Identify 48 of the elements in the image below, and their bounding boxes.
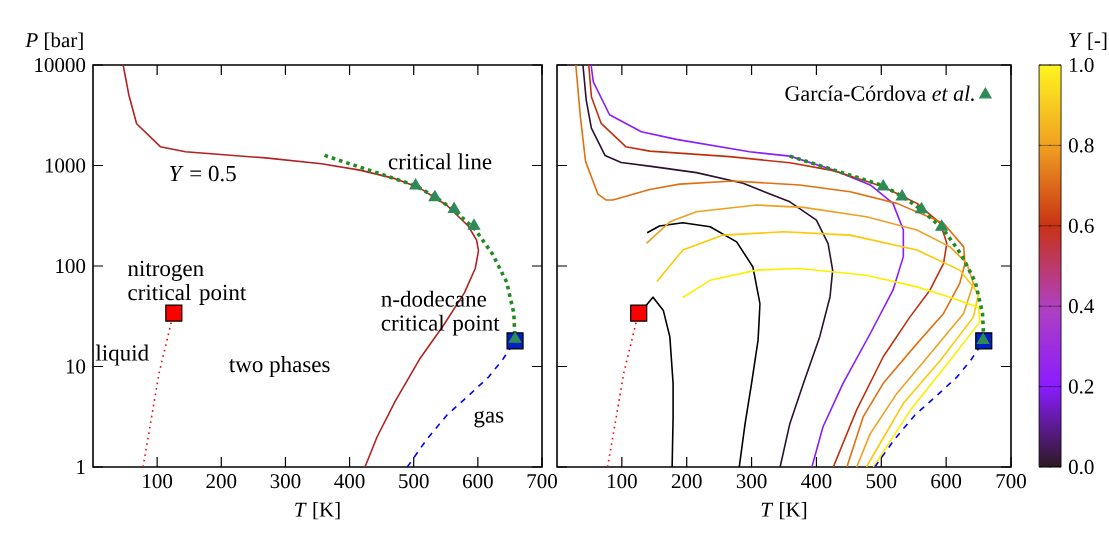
annotation: two phases: [229, 356, 330, 377]
color-bar-label: 0.8: [1068, 138, 1094, 153]
x-tick-label: 200: [206, 474, 237, 489]
x-axis-title: T [K]: [761, 501, 807, 520]
color-bar-label: 0.6: [1068, 218, 1094, 233]
x-tick-label: 200: [671, 474, 702, 489]
point: [165, 304, 183, 322]
point: [447, 202, 461, 214]
point: [976, 333, 990, 344]
x-axis-title: T [K]: [295, 501, 340, 520]
x-tick-label: 500: [866, 474, 897, 489]
point: [915, 202, 928, 214]
x-tick-label: 400: [334, 474, 365, 489]
point: [935, 219, 948, 231]
x-tick-label: 700: [527, 474, 557, 489]
y-axis-title: P [bar]: [25, 32, 83, 50]
y-tick-label: 1: [77, 460, 85, 474]
point: [467, 218, 481, 230]
x-tick-label: 300: [270, 474, 301, 489]
x-tick-label: 100: [143, 474, 173, 489]
point: [428, 190, 442, 202]
annotation: Y = 0.5: [169, 165, 236, 182]
color-bar-title: Y [-]: [1069, 32, 1107, 50]
y-tick-label: 10000: [35, 57, 86, 73]
point: [508, 331, 522, 343]
annotation: nitrogen critical point: [128, 260, 247, 305]
annotation: liquid: [95, 344, 149, 366]
point: [895, 189, 909, 201]
y-tick-label: 10: [66, 359, 86, 374]
x-tick-label: 300: [736, 474, 767, 489]
color-bar-label: 0.2: [1068, 379, 1094, 394]
point: [409, 178, 422, 190]
color-bar-label: 0.0: [1068, 459, 1094, 475]
point: [630, 304, 648, 322]
annotation: critical line: [388, 153, 492, 170]
legend-label: García-Córdova et al.: [785, 85, 974, 102]
y-tick-label: 1000: [45, 158, 86, 173]
y-tick-label: 100: [56, 258, 86, 274]
x-tick-label: 600: [931, 474, 962, 489]
x-tick-label: 400: [801, 474, 832, 489]
point: [877, 179, 890, 191]
x-tick-label: 100: [607, 474, 637, 489]
color-bar-label: 0.4: [1068, 299, 1095, 314]
x-tick-label: 600: [463, 474, 493, 489]
x-tick-label: 700: [996, 474, 1026, 489]
x-tick-label: 500: [399, 474, 429, 489]
annotation: gas: [474, 410, 504, 428]
color-bar-label: 1.0: [1069, 57, 1094, 73]
